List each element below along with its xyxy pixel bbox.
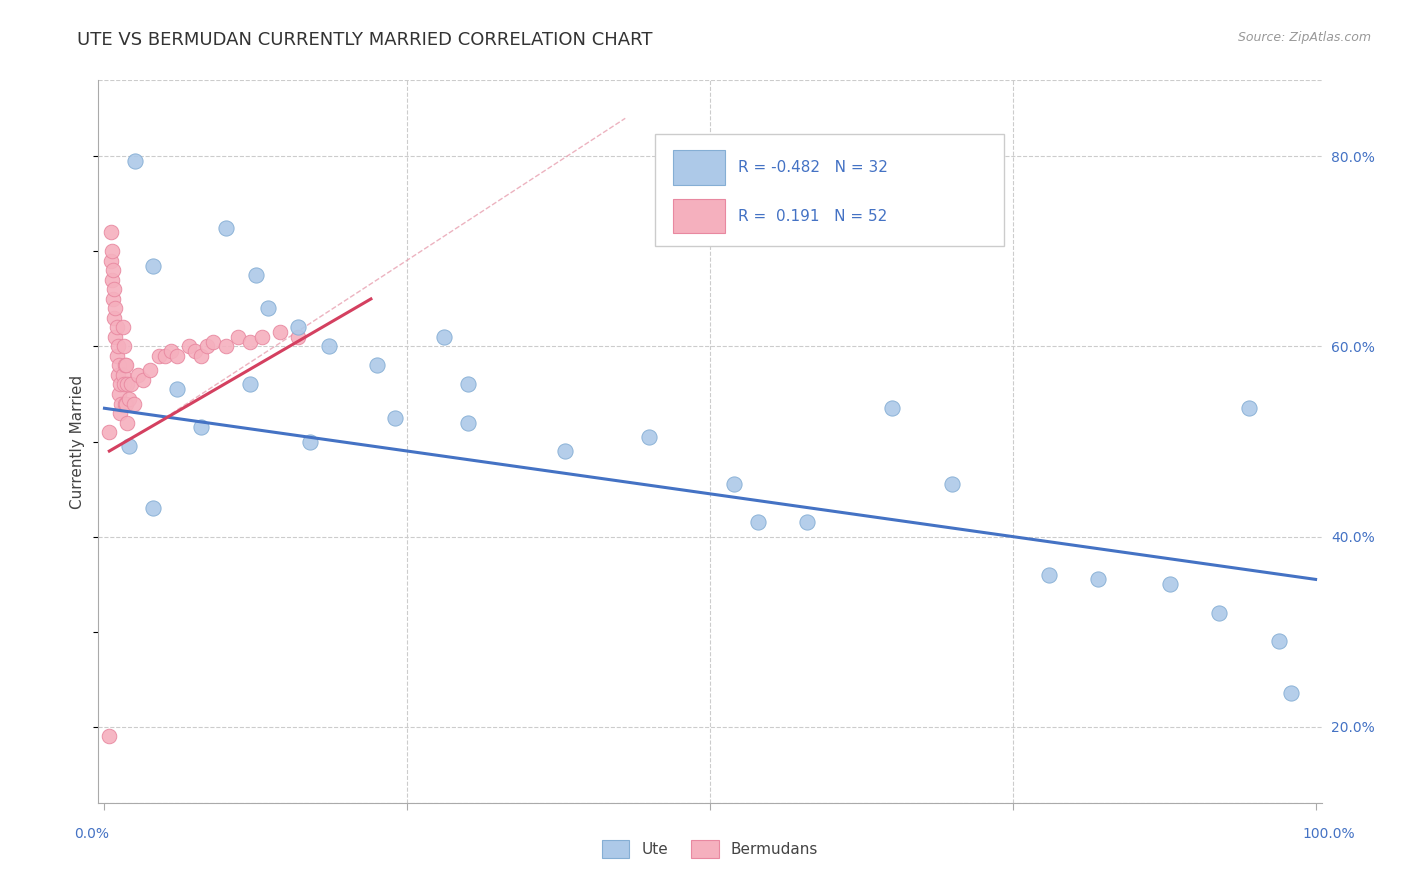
Point xyxy=(110,396,132,410)
Point xyxy=(115,359,138,373)
Point xyxy=(114,396,136,410)
Point xyxy=(318,339,340,353)
Point xyxy=(98,729,121,743)
Point xyxy=(299,434,322,449)
Point xyxy=(554,444,576,458)
Point xyxy=(880,401,903,416)
Point xyxy=(269,325,291,339)
Point xyxy=(100,226,122,240)
Point xyxy=(190,420,212,434)
Point xyxy=(118,439,141,453)
Point xyxy=(941,477,963,491)
Point xyxy=(457,416,479,430)
Point xyxy=(638,430,661,444)
Point xyxy=(101,263,124,277)
Text: R =  0.191   N = 52: R = 0.191 N = 52 xyxy=(738,209,887,224)
Point xyxy=(166,382,188,396)
Point xyxy=(160,344,183,359)
Point xyxy=(110,377,132,392)
Point xyxy=(1237,401,1260,416)
Point xyxy=(366,359,388,373)
Legend: Ute, Bermudans: Ute, Bermudans xyxy=(596,834,824,863)
Point xyxy=(117,416,139,430)
Point xyxy=(202,334,225,349)
Point xyxy=(108,387,131,401)
FancyBboxPatch shape xyxy=(673,151,724,185)
FancyBboxPatch shape xyxy=(655,135,1004,246)
Point xyxy=(111,368,134,382)
Point xyxy=(1087,573,1109,587)
Point xyxy=(104,330,127,344)
Point xyxy=(239,334,262,349)
Point xyxy=(122,396,145,410)
Point xyxy=(112,339,135,353)
Point xyxy=(142,259,165,273)
Point xyxy=(796,516,818,530)
Point xyxy=(190,349,212,363)
Point xyxy=(105,320,128,334)
Point xyxy=(166,349,188,363)
Point xyxy=(105,349,128,363)
Point xyxy=(153,349,176,363)
Point xyxy=(179,339,201,353)
Point xyxy=(457,377,479,392)
Point xyxy=(1279,686,1302,700)
Point xyxy=(250,330,273,344)
Point xyxy=(1208,606,1230,620)
Text: 0.0%: 0.0% xyxy=(75,828,108,841)
Point xyxy=(432,330,454,344)
Point xyxy=(107,368,129,382)
Point xyxy=(117,377,139,392)
Point xyxy=(107,339,129,353)
Point xyxy=(98,425,121,439)
Point xyxy=(120,377,142,392)
Point xyxy=(287,330,309,344)
Point xyxy=(239,377,262,392)
Point xyxy=(287,320,309,334)
Text: 100.0%: 100.0% xyxy=(1302,828,1355,841)
Text: R = -0.482   N = 32: R = -0.482 N = 32 xyxy=(738,161,889,175)
Point xyxy=(723,477,745,491)
Point xyxy=(100,273,122,287)
Point xyxy=(1038,567,1060,582)
Point xyxy=(197,339,219,353)
FancyBboxPatch shape xyxy=(673,199,724,234)
Point xyxy=(226,330,249,344)
Point xyxy=(184,344,207,359)
Point xyxy=(1159,577,1181,591)
Point xyxy=(111,320,134,334)
Point xyxy=(114,359,136,373)
Point xyxy=(1268,634,1291,648)
Point xyxy=(103,310,125,325)
Point xyxy=(110,406,132,420)
Point xyxy=(100,244,122,259)
Point xyxy=(384,410,406,425)
Point xyxy=(115,396,138,410)
Text: Source: ZipAtlas.com: Source: ZipAtlas.com xyxy=(1237,31,1371,45)
Point xyxy=(139,363,162,377)
Point xyxy=(127,368,149,382)
Point xyxy=(100,254,122,268)
Point xyxy=(108,359,131,373)
Point xyxy=(257,301,280,316)
Point xyxy=(214,220,236,235)
Point xyxy=(101,292,124,306)
Point xyxy=(132,373,155,387)
Point xyxy=(124,154,146,169)
Point xyxy=(148,349,170,363)
Point xyxy=(104,301,127,316)
Point xyxy=(245,268,267,282)
Text: UTE VS BERMUDAN CURRENTLY MARRIED CORRELATION CHART: UTE VS BERMUDAN CURRENTLY MARRIED CORREL… xyxy=(77,31,652,49)
Point xyxy=(112,377,135,392)
Point xyxy=(142,501,165,516)
Point xyxy=(214,339,236,353)
Point xyxy=(118,392,141,406)
Point xyxy=(747,516,769,530)
Y-axis label: Currently Married: Currently Married xyxy=(70,375,86,508)
Point xyxy=(103,282,125,296)
